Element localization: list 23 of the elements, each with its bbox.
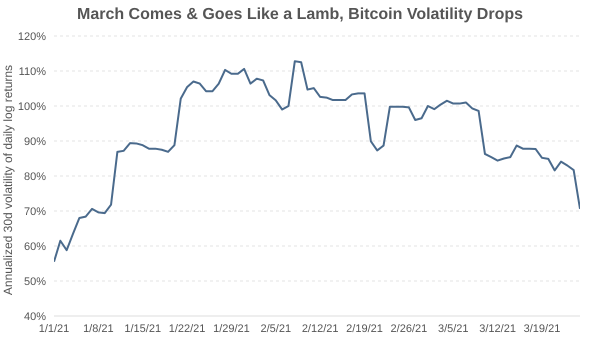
- x-tick-label: 1/1/21: [38, 322, 70, 335]
- x-tick-label: 2/26/21: [390, 322, 428, 335]
- x-tick-label: 2/5/21: [260, 322, 292, 335]
- y-tick-label: 70%: [24, 206, 46, 218]
- y-tick-label: 50%: [24, 276, 46, 288]
- y-tick-label: 40%: [24, 310, 46, 323]
- x-tick-label: 1/29/21: [213, 322, 250, 335]
- x-tick-label: 2/19/21: [346, 322, 383, 335]
- y-tick-label: 120%: [18, 30, 46, 43]
- x-tick-label: 1/22/21: [168, 322, 206, 335]
- y-tick-label: 90%: [24, 136, 46, 148]
- chart-title: March Comes & Goes Like a Lamb, Bitcoin Volatility Drops: [76, 6, 524, 24]
- x-tick-label: 3/19/21: [524, 322, 560, 335]
- x-tick-label: 1/15/21: [124, 322, 162, 335]
- x-tick-label: 2/12/21: [302, 322, 339, 335]
- y-axis-title: Annualized 30d volatility of daily log returns: [1, 64, 15, 296]
- y-tick-label: 100%: [18, 100, 46, 113]
- x-tick-label: 1/8/21: [83, 322, 114, 335]
- y-tick-label: 110%: [18, 66, 46, 78]
- x-tick-label: 3/5/21: [438, 322, 469, 335]
- x-tick-label: 3/12/21: [479, 322, 516, 335]
- y-tick-label: 80%: [24, 170, 46, 183]
- y-tick-label: 60%: [24, 240, 46, 253]
